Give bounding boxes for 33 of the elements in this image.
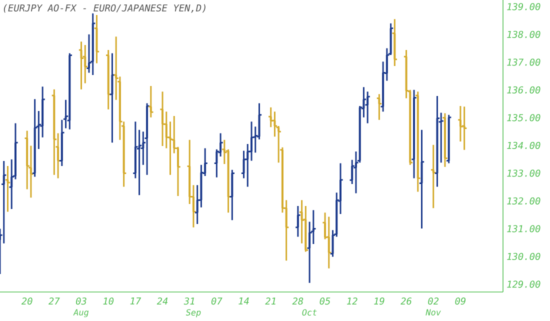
- y-tick-label: 135.00: [507, 114, 540, 122]
- y-tick-label: 130.00: [507, 252, 540, 260]
- text: Nov: [426, 309, 441, 316]
- text: Aug: [73, 309, 89, 318]
- x-tick-label: 03: [76, 298, 86, 305]
- x-tick-label: 14: [238, 298, 249, 304]
- x-tick-label: 31: [184, 298, 194, 305]
- x-tick-label: 26: [400, 298, 412, 305]
- x-tick-label: 20: [21, 298, 32, 305]
- x-tick-label: 07: [211, 298, 222, 305]
- x-tick-label: 28: [292, 298, 304, 305]
- y-tick-label: 133.00: [507, 170, 540, 177]
- x-tick-label: 09: [455, 298, 466, 305]
- y-tick-label: 131.00: [507, 225, 540, 232]
- x-tick-label: 21: [265, 298, 276, 305]
- y-tick-label: 138.00: [507, 30, 540, 38]
- text: Oct: [302, 309, 317, 316]
- y-tick-label: 132.00: [507, 197, 540, 205]
- y-tick-label: 134.00: [507, 142, 540, 150]
- text: Sep: [186, 309, 201, 318]
- x-tick-label: 12: [346, 298, 358, 305]
- x-tick-label: 02: [428, 298, 439, 305]
- x-tick-label: 10: [103, 298, 114, 305]
- x-tick-label: 19: [374, 298, 384, 305]
- y-tick-label: 137.00: [507, 58, 540, 66]
- y-tick-label: 136.00: [507, 86, 540, 94]
- x-tick-label: 05: [320, 298, 330, 305]
- y-tick-label: 139.00: [507, 3, 540, 10]
- x-tick-label: 27: [48, 298, 60, 305]
- x-tick-label: 24: [156, 298, 168, 305]
- chart-title: (EURJPY AO-FX - EURO/JAPANESE YEN,D): [4, 4, 206, 13]
- y-tick-label: 129.00: [507, 280, 540, 288]
- x-tick-label: 17: [130, 298, 142, 304]
